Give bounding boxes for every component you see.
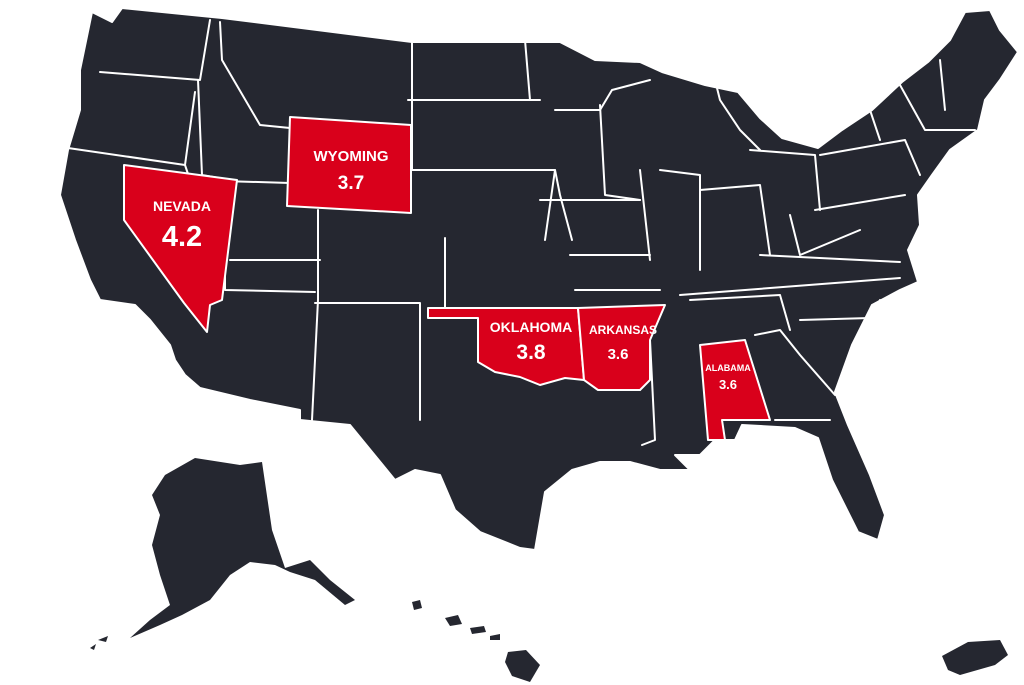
- label-arkansas-value: 3.6: [608, 346, 629, 363]
- hawaii: [412, 600, 540, 682]
- label-wyoming-name: WYOMING: [314, 148, 389, 165]
- label-alabama-name: ALABAMA: [705, 363, 751, 373]
- label-nevada-name: NEVADA: [153, 198, 211, 214]
- label-nevada-value: 4.2: [162, 221, 202, 253]
- state-wyoming: [286, 116, 412, 214]
- label-wyoming-value: 3.7: [338, 173, 364, 194]
- puerto-rico: [942, 640, 1008, 675]
- highlighted-states: [123, 116, 771, 441]
- state-nevada: [123, 164, 238, 333]
- state-alabama: [699, 339, 771, 441]
- label-arkansas-name: ARKANSAS: [589, 323, 657, 337]
- label-oklahoma-value: 3.8: [516, 341, 546, 364]
- state-arkansas: [577, 304, 666, 391]
- alaska: [130, 458, 355, 638]
- state-labels: NEVADA 4.2 WYOMING 3.7 OKLAHOMA 3.8 ARKA…: [153, 148, 751, 392]
- label-oklahoma-name: OKLAHOMA: [490, 319, 572, 335]
- label-alabama-value: 3.6: [719, 377, 737, 392]
- alaska-islands: [90, 636, 108, 650]
